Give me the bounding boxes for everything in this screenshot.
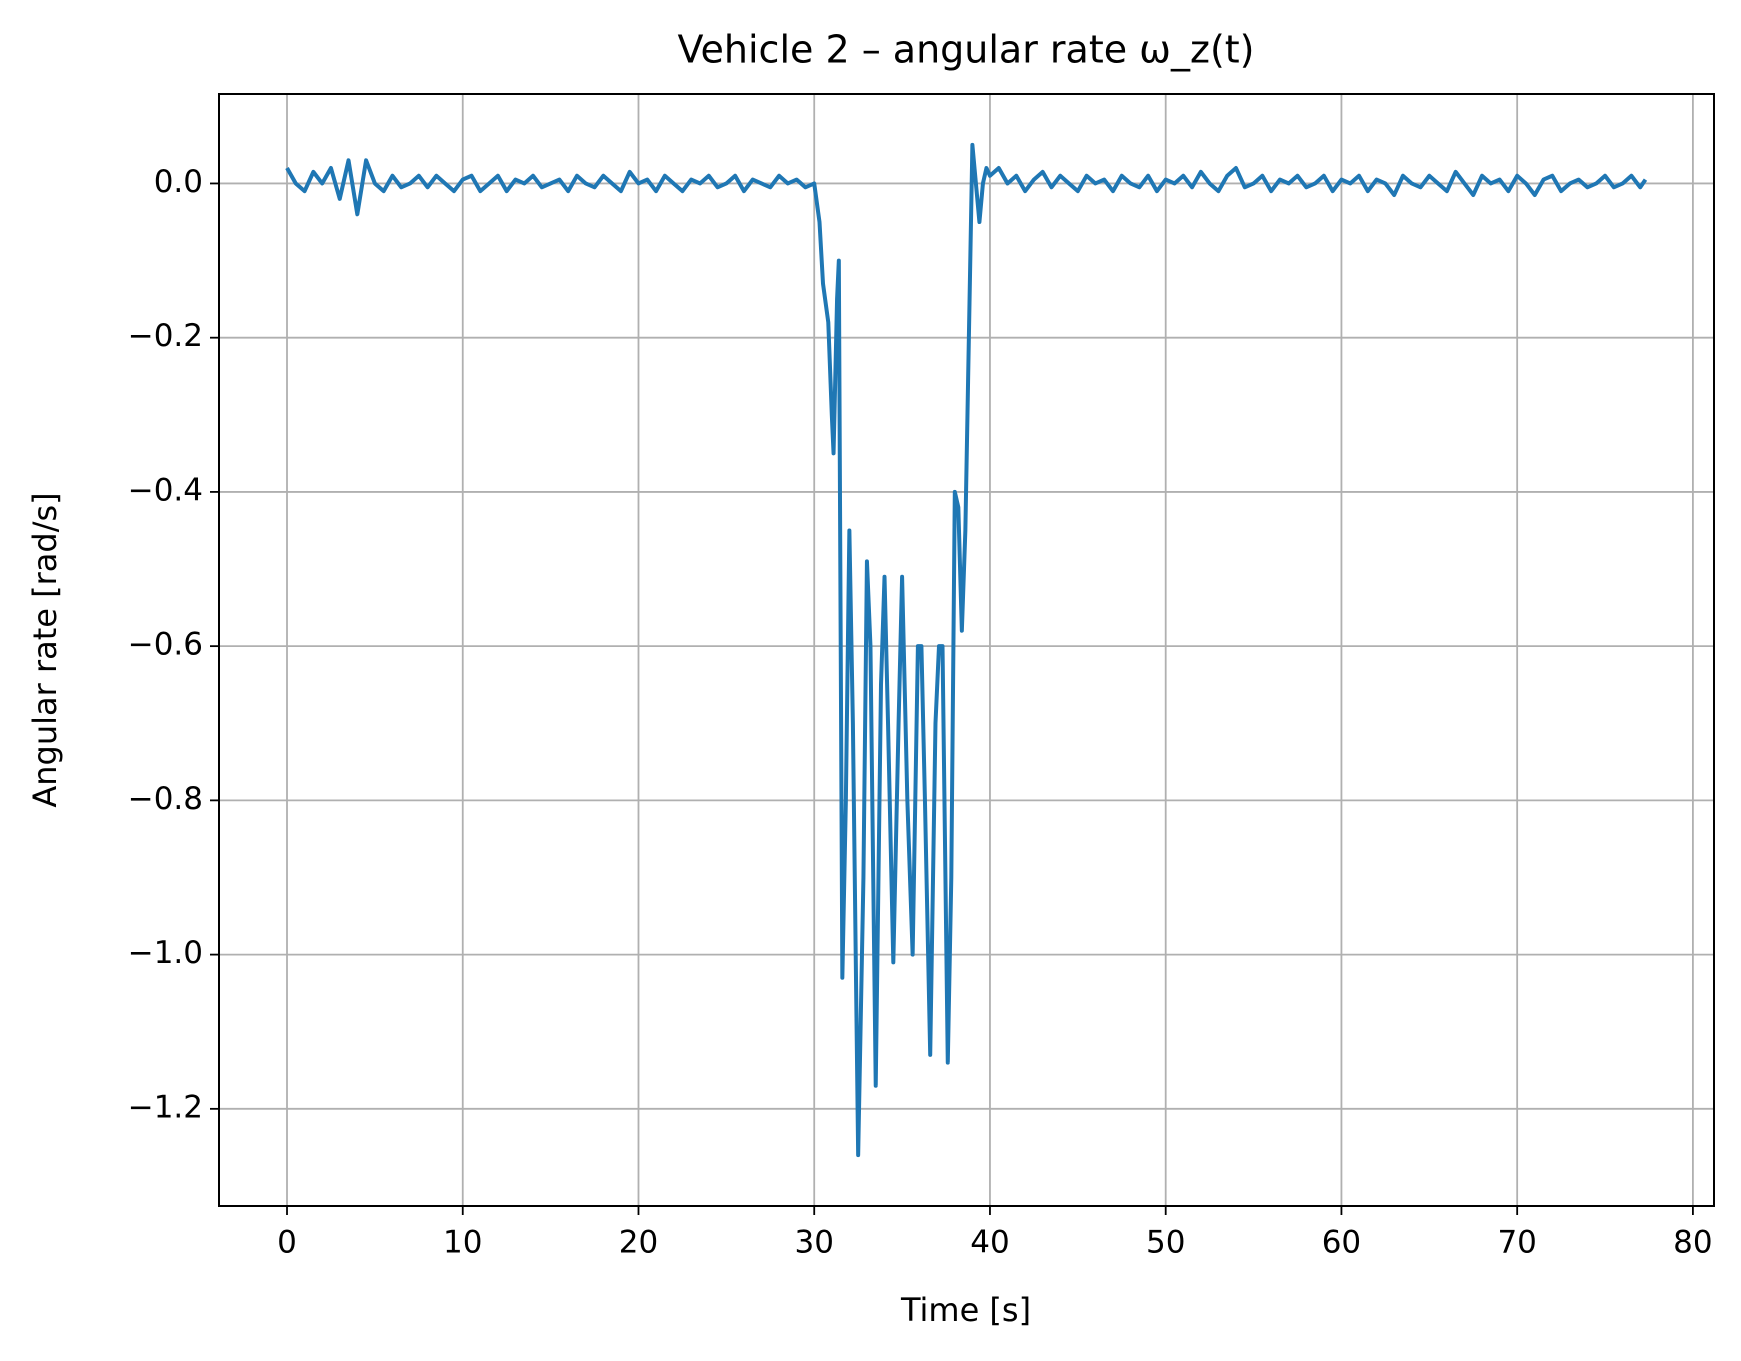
chart-title: Vehicle 2 – angular rate ω_z(t) [677, 28, 1254, 72]
y-tick-label: −0.8 [128, 781, 203, 817]
x-tick-label: 0 [277, 1225, 297, 1261]
data-line [285, 142, 1648, 1158]
x-tick-label: 50 [1146, 1225, 1185, 1261]
y-tick-label: 0.0 [154, 164, 203, 200]
x-tick-label: 60 [1322, 1225, 1361, 1261]
x-tick-label: 10 [443, 1225, 482, 1261]
y-tick-label: −0.4 [128, 472, 203, 508]
x-tick-label: 70 [1497, 1225, 1536, 1261]
y-tick-label: −0.6 [128, 627, 203, 663]
y-tick-label: −1.0 [128, 935, 203, 971]
y-tick-label: −1.2 [128, 1089, 203, 1125]
x-axis-label: Time [s] [900, 1291, 1031, 1329]
plot-frame [218, 93, 1715, 1207]
y-axis-label: Angular rate [rad/s] [26, 492, 64, 807]
x-tick-label: 40 [970, 1225, 1009, 1261]
x-tick-label: 30 [794, 1225, 833, 1261]
x-tick-label: 80 [1673, 1225, 1712, 1261]
x-tick-label: 20 [619, 1225, 658, 1261]
y-tick-label: −0.2 [128, 318, 203, 354]
